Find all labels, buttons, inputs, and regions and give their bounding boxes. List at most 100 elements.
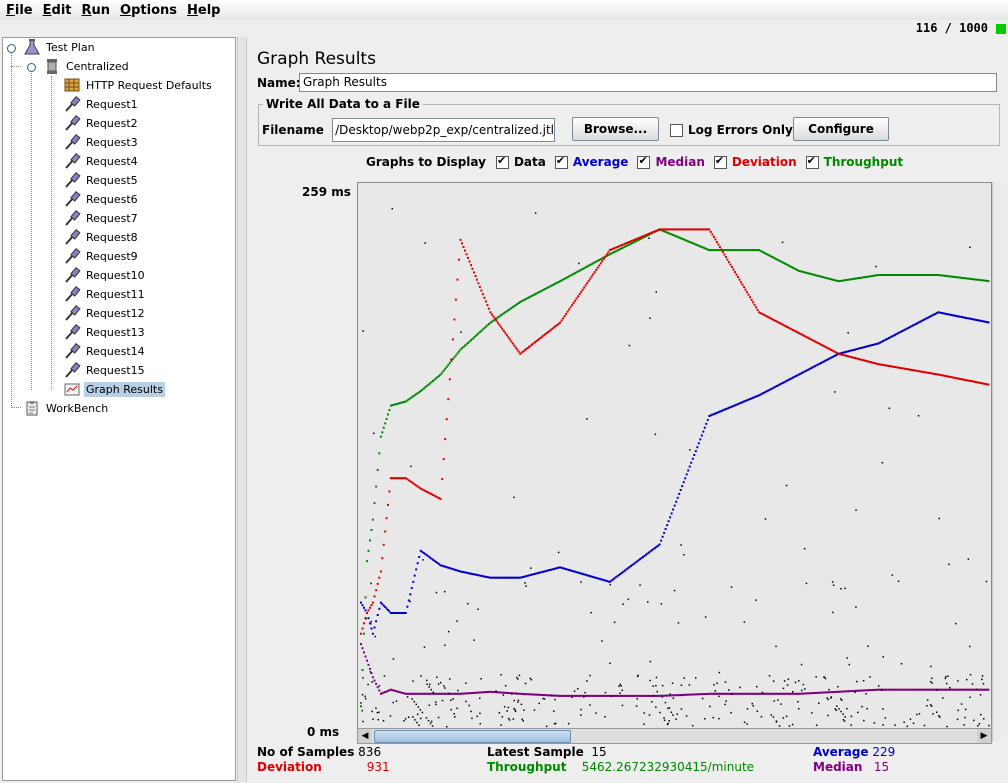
show-data-checkbox[interactable] xyxy=(495,154,509,169)
series-point xyxy=(484,691,487,694)
tree-item-http-defaults[interactable]: HTTP Request Defaults xyxy=(63,76,214,94)
show-median-checkbox[interactable] xyxy=(637,154,651,169)
series-point xyxy=(987,321,990,324)
tree-item-request[interactable]: Request4 xyxy=(63,152,140,170)
series-point xyxy=(737,403,739,406)
tree-item-request[interactable]: Request2 xyxy=(63,114,140,132)
show-average-toggle[interactable]: Average xyxy=(554,154,628,169)
show-throughput-toggle[interactable]: Throughput xyxy=(805,154,903,169)
series-point xyxy=(937,274,940,276)
series-point xyxy=(727,249,730,252)
tree-item-graph-results[interactable]: Graph Results xyxy=(63,380,165,398)
show-throughput-checkbox[interactable] xyxy=(805,154,819,169)
series-throughput xyxy=(360,228,990,708)
data-point xyxy=(395,700,398,702)
data-point xyxy=(477,608,479,610)
series-point xyxy=(523,298,526,301)
menu-help[interactable]: Help xyxy=(187,3,220,18)
log-errors-toggle[interactable]: Log Errors Only xyxy=(670,123,793,137)
tree-item-request[interactable]: Request14 xyxy=(63,342,147,360)
series-point xyxy=(848,690,850,693)
menu-file[interactable]: File xyxy=(6,3,33,18)
series-point xyxy=(717,243,720,246)
graph-horizontal-scrollbar[interactable]: ◀ ▶ xyxy=(357,728,992,744)
show-data-toggle[interactable]: Data xyxy=(495,154,546,169)
expand-handle-icon[interactable] xyxy=(7,44,16,53)
tree-item-test-plan[interactable]: Test Plan xyxy=(23,38,97,56)
series-point xyxy=(744,692,747,695)
show-average-checkbox[interactable] xyxy=(554,154,568,169)
series-point xyxy=(694,450,697,453)
filename-field[interactable]: /Desktop/webp2p_exp/centralized.jtl xyxy=(332,118,555,142)
tree-item-request[interactable]: Request12 xyxy=(63,304,147,322)
series-point xyxy=(974,278,977,281)
series-point xyxy=(768,254,771,257)
split-pane-divider[interactable] xyxy=(237,37,247,782)
panel-vertical-scrollbar[interactable] xyxy=(992,182,1001,742)
tree-item-request[interactable]: Request7 xyxy=(63,209,140,227)
series-point xyxy=(360,643,362,646)
tree-item-request[interactable]: Request1 xyxy=(63,95,140,113)
show-median-toggle[interactable]: Median xyxy=(637,154,705,169)
series-point xyxy=(651,549,653,552)
series-point xyxy=(470,692,472,695)
series-point xyxy=(777,259,780,262)
tree-item-request[interactable]: Request8 xyxy=(63,228,140,246)
series-point xyxy=(783,692,786,695)
series-point xyxy=(387,609,389,611)
show-deviation-toggle[interactable]: Deviation xyxy=(713,154,797,169)
data-point xyxy=(655,684,657,687)
series-point xyxy=(407,692,410,695)
tree-item-request[interactable]: Request9 xyxy=(63,247,140,265)
scroll-left-icon[interactable]: ◀ xyxy=(358,729,372,743)
series-point xyxy=(382,543,385,546)
name-field[interactable]: Graph Results xyxy=(299,73,997,92)
data-point xyxy=(944,677,947,680)
tree-item-request[interactable]: Request6 xyxy=(63,190,140,208)
tree-item-centralized[interactable]: Centralized xyxy=(43,57,131,75)
data-point xyxy=(648,237,650,239)
series-point xyxy=(917,321,920,324)
browse-button[interactable]: Browse... xyxy=(572,117,659,141)
series-point xyxy=(536,693,539,696)
series-point xyxy=(574,694,577,697)
series-point xyxy=(508,576,511,579)
series-point xyxy=(910,368,913,371)
series-point xyxy=(946,313,949,316)
show-deviation-checkbox[interactable] xyxy=(713,154,727,169)
series-point xyxy=(799,372,802,375)
data-point xyxy=(778,725,781,727)
scroll-right-icon[interactable]: ▶ xyxy=(977,729,991,743)
menu-edit[interactable]: Edit xyxy=(43,3,72,18)
series-point xyxy=(550,284,553,287)
series-point xyxy=(837,280,840,283)
scroll-thumb[interactable] xyxy=(374,730,571,743)
tree-item-request[interactable]: Request5 xyxy=(63,171,140,189)
series-point xyxy=(605,253,608,256)
series-point xyxy=(746,291,748,294)
series-point xyxy=(825,277,828,280)
log-errors-checkbox[interactable] xyxy=(670,123,683,137)
tree-item-request[interactable]: Request11 xyxy=(63,285,147,303)
series-point xyxy=(577,694,580,697)
series-point xyxy=(553,283,556,286)
data-point xyxy=(728,689,730,691)
tree-item-request[interactable]: Request15 xyxy=(63,361,147,379)
tree-item-request[interactable]: Request3 xyxy=(63,133,140,151)
series-point xyxy=(498,315,501,318)
series-point xyxy=(376,468,379,471)
configure-button[interactable]: Configure xyxy=(793,117,889,141)
series-point xyxy=(438,692,441,695)
series-point xyxy=(957,276,960,279)
tree-item-workbench[interactable]: WorkBench xyxy=(23,399,110,417)
expand-handle-icon[interactable] xyxy=(27,63,36,72)
series-point xyxy=(628,566,631,569)
tree-item-request[interactable]: Request13 xyxy=(63,323,147,341)
data-point xyxy=(412,680,414,682)
series-point xyxy=(551,568,554,571)
pipette-icon xyxy=(63,361,81,379)
series-point xyxy=(781,261,784,264)
tree-item-request[interactable]: Request10 xyxy=(63,266,147,284)
menu-run[interactable]: Run xyxy=(82,3,111,18)
menu-options[interactable]: Options xyxy=(120,3,177,18)
